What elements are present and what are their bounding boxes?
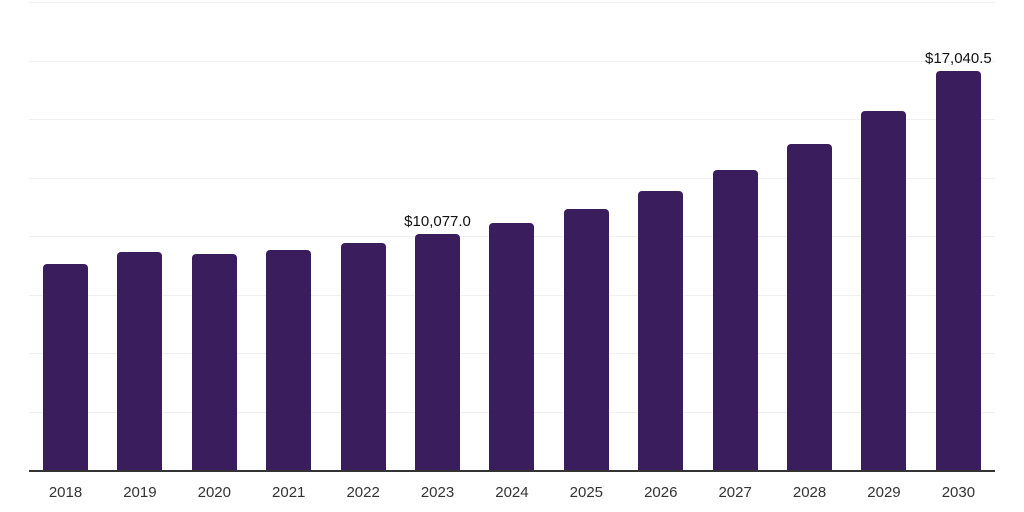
gridline-12500 (29, 177, 995, 179)
x-tick-label-2027: 2027 (718, 484, 752, 501)
bar-2022 (340, 243, 386, 470)
bar-slot-2024 (489, 2, 535, 470)
bar-slot-2020 (191, 2, 237, 470)
x-tick-label-2018: 2018 (48, 484, 83, 501)
x-axis-line (29, 470, 995, 472)
bar-2027 (712, 169, 758, 470)
bar-slot-2026 (638, 2, 684, 470)
x-tick-label-2028: 2028 (792, 484, 827, 501)
bar-slot-2019 (117, 2, 163, 470)
bar-2021 (266, 250, 312, 470)
bar-2019 (117, 251, 163, 470)
bar-slot-2023: $10,077.0 (404, 2, 471, 470)
bar-slot-2021 (266, 2, 312, 470)
bars-row: $10,077.0 $17,040.5 (29, 2, 995, 470)
bar-2025 (563, 209, 609, 470)
gridline-20000 (29, 2, 995, 3)
bar-slot-2018 (43, 2, 88, 470)
x-tick-label-2019: 2019 (123, 484, 157, 501)
x-tick-label-2020: 2020 (197, 484, 231, 501)
bar-2024 (489, 222, 535, 470)
bar-slot-2022 (340, 2, 386, 470)
bar-2026 (638, 190, 684, 470)
x-tick-label-2021: 2021 (272, 484, 306, 501)
bar-2030 (935, 71, 981, 470)
bar-2020 (191, 253, 237, 470)
plot-area: $10,077.0 $17,040.5 (29, 2, 995, 472)
bar-slot-2029 (861, 2, 907, 470)
gridline-15000 (29, 119, 995, 120)
x-tick-label-2024: 2024 (495, 484, 529, 501)
bar-2029 (861, 111, 907, 470)
bar-2028 (787, 144, 833, 470)
gridline-17500 (29, 60, 995, 62)
value-label-2023: $10,077.0 (404, 213, 471, 231)
value-label-2030: $17,040.5 (925, 50, 992, 68)
x-axis-labels: 2018 2019 2020 2021 2022 2023 2024 2025 2026 2027… (29, 484, 995, 502)
bar-slot-2025 (563, 2, 609, 470)
x-tick-label-2023: 2023 (420, 484, 455, 501)
x-tick-label-2022: 2022 (346, 484, 380, 501)
bar-2018 (43, 263, 88, 470)
bar-slot-2030: $17,040.5 (925, 2, 992, 470)
bar-slot-2027 (712, 2, 758, 470)
x-tick-label-2025: 2025 (569, 484, 604, 501)
bar-slot-2028 (787, 2, 833, 470)
bar-2023 (415, 234, 461, 470)
x-tick-label-2026: 2026 (644, 484, 678, 501)
x-tick-label-2029: 2029 (867, 484, 901, 501)
x-tick-label-2030: 2030 (941, 484, 976, 501)
